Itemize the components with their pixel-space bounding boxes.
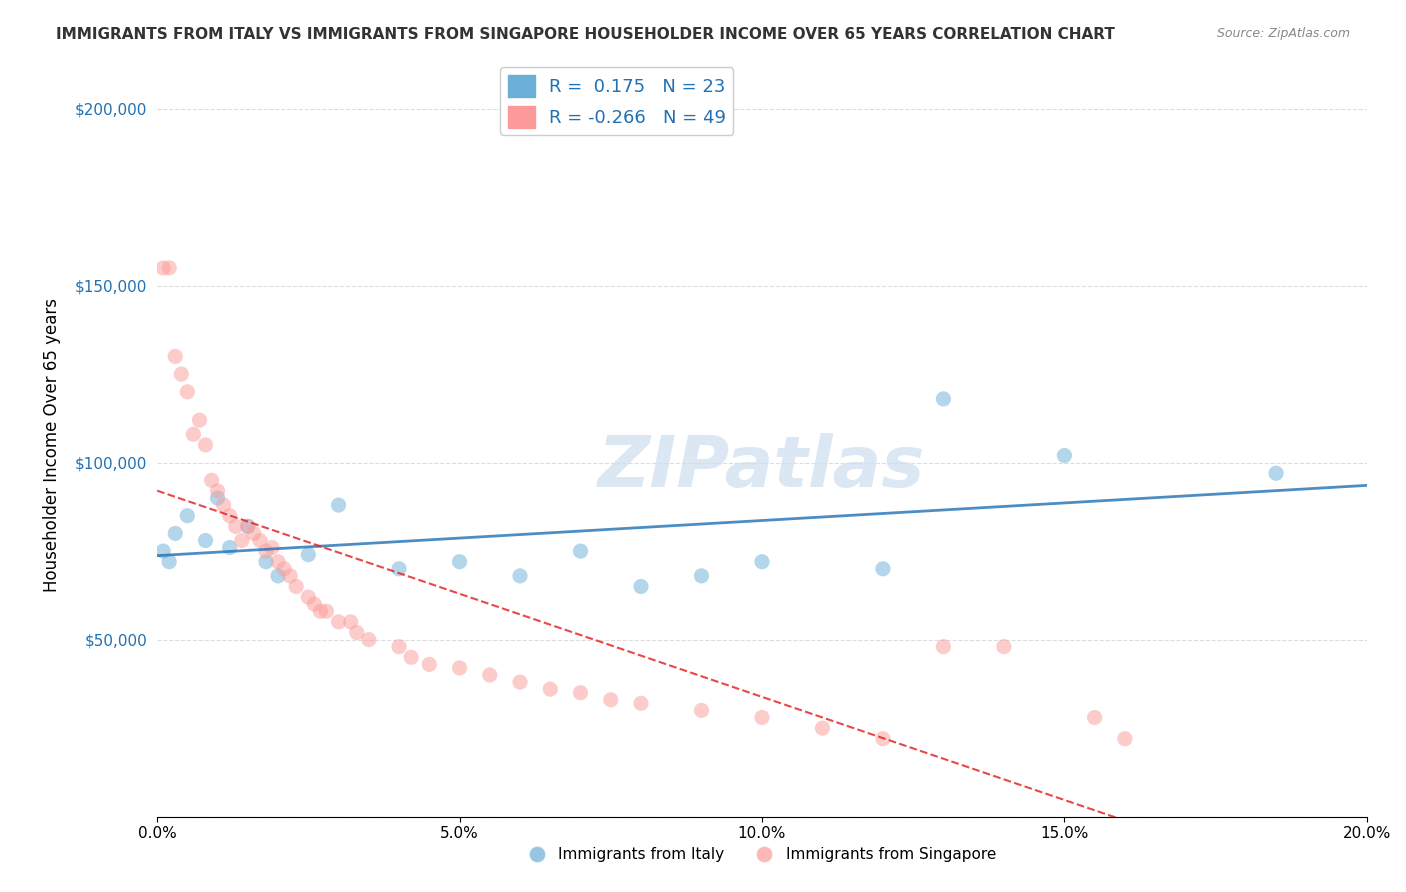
Point bbox=[254, 555, 277, 569]
Point bbox=[309, 604, 332, 618]
Point bbox=[690, 703, 713, 717]
Text: IMMIGRANTS FROM ITALY VS IMMIGRANTS FROM SINGAPORE HOUSEHOLDER INCOME OVER 65 YE: IMMIGRANTS FROM ITALY VS IMMIGRANTS FROM… bbox=[56, 27, 1115, 42]
Point bbox=[267, 555, 290, 569]
Point bbox=[304, 597, 326, 611]
Point bbox=[449, 555, 471, 569]
Point bbox=[194, 438, 217, 452]
Point bbox=[630, 696, 652, 710]
Point bbox=[260, 541, 283, 555]
Point bbox=[509, 675, 531, 690]
Point bbox=[152, 260, 174, 275]
Point bbox=[297, 590, 319, 604]
Point bbox=[569, 686, 592, 700]
Point bbox=[630, 580, 652, 594]
Point bbox=[218, 508, 240, 523]
Point bbox=[339, 615, 361, 629]
Point bbox=[1053, 449, 1076, 463]
Text: Source: ZipAtlas.com: Source: ZipAtlas.com bbox=[1216, 27, 1350, 40]
Point bbox=[225, 519, 247, 533]
Point bbox=[207, 491, 229, 505]
Point bbox=[932, 392, 955, 406]
Point bbox=[509, 569, 531, 583]
Point bbox=[212, 498, 235, 512]
Point bbox=[599, 693, 621, 707]
Point bbox=[872, 562, 894, 576]
Point bbox=[194, 533, 217, 548]
Legend: R =  0.175   N = 23, R = -0.266   N = 49: R = 0.175 N = 23, R = -0.266 N = 49 bbox=[501, 68, 734, 135]
Point bbox=[872, 731, 894, 746]
Point bbox=[297, 548, 319, 562]
Point bbox=[388, 562, 411, 576]
Point bbox=[200, 473, 222, 487]
Point bbox=[1084, 710, 1107, 724]
Point bbox=[176, 384, 198, 399]
Point bbox=[315, 604, 337, 618]
Point bbox=[236, 519, 259, 533]
Point bbox=[328, 498, 350, 512]
Point bbox=[357, 632, 380, 647]
Point bbox=[207, 483, 229, 498]
Point bbox=[249, 533, 271, 548]
Point bbox=[811, 721, 834, 735]
Point bbox=[243, 526, 266, 541]
Point bbox=[1114, 731, 1136, 746]
Point bbox=[449, 661, 471, 675]
Point bbox=[218, 541, 240, 555]
Point bbox=[346, 625, 368, 640]
Point bbox=[183, 427, 205, 442]
Point bbox=[418, 657, 440, 672]
Point bbox=[285, 580, 308, 594]
Point bbox=[152, 544, 174, 558]
Point bbox=[236, 519, 259, 533]
Point bbox=[388, 640, 411, 654]
Point bbox=[399, 650, 422, 665]
Point bbox=[478, 668, 501, 682]
Point bbox=[188, 413, 211, 427]
Point bbox=[170, 367, 193, 381]
Point bbox=[751, 710, 773, 724]
Point bbox=[267, 569, 290, 583]
Point bbox=[328, 615, 350, 629]
Point bbox=[165, 526, 187, 541]
Point bbox=[176, 508, 198, 523]
Point bbox=[538, 682, 561, 697]
Point bbox=[254, 544, 277, 558]
Point bbox=[157, 260, 180, 275]
Point bbox=[690, 569, 713, 583]
Point bbox=[273, 562, 295, 576]
Point bbox=[231, 533, 253, 548]
Point bbox=[157, 555, 180, 569]
Text: ZIPatlas: ZIPatlas bbox=[599, 433, 925, 501]
Point bbox=[993, 640, 1015, 654]
Point bbox=[1265, 467, 1288, 481]
Point bbox=[751, 555, 773, 569]
Point bbox=[932, 640, 955, 654]
Point bbox=[569, 544, 592, 558]
Y-axis label: Householder Income Over 65 years: Householder Income Over 65 years bbox=[44, 298, 60, 592]
Point bbox=[165, 350, 187, 364]
Point bbox=[278, 569, 301, 583]
